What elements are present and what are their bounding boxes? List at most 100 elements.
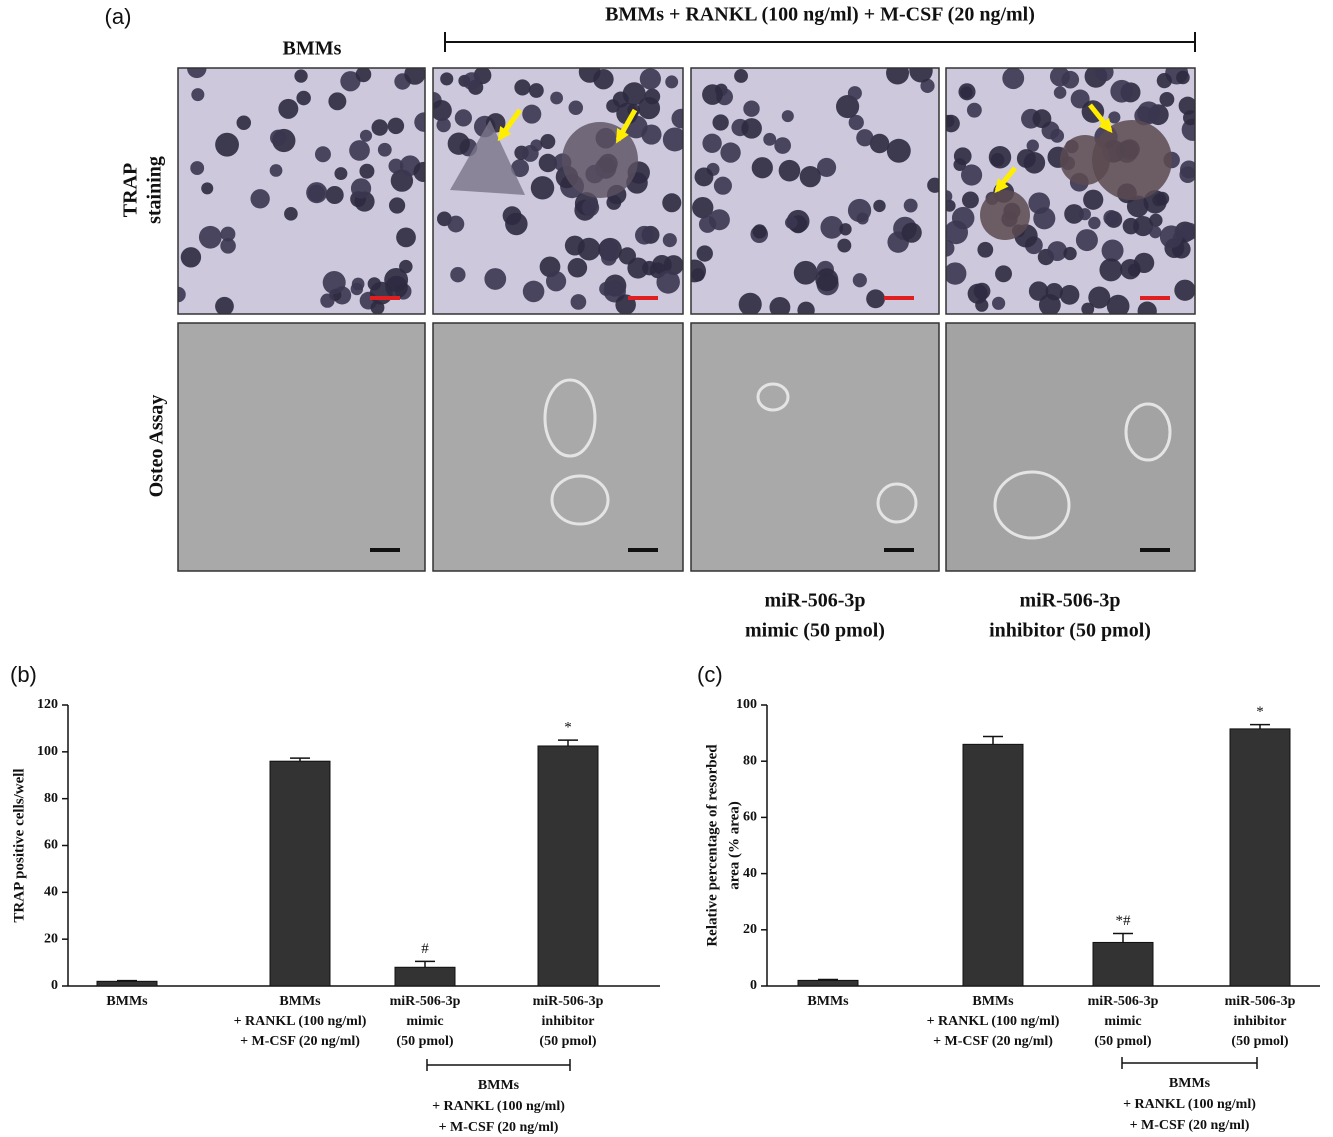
arrow-head: [616, 128, 629, 144]
panel-label: (c): [697, 662, 723, 687]
group-label: + M-CSF (20 ng/ml): [439, 1120, 559, 1135]
y-tick-label: 40: [44, 885, 58, 900]
x-tick-label: (50 pmol): [396, 1034, 454, 1049]
cell: [662, 127, 683, 152]
y-axis-label: area (% area): [726, 801, 742, 890]
cell: [886, 68, 910, 85]
bar: [1229, 728, 1291, 987]
osteoclast: [980, 190, 1030, 240]
x-tick-label: BMMs: [279, 994, 321, 1009]
cell: [334, 167, 348, 181]
cell: [581, 198, 600, 217]
cell: [799, 166, 821, 188]
group-label: + RANKL (100 ng/ml): [1123, 1097, 1256, 1112]
cell: [662, 233, 677, 248]
cell: [1094, 68, 1114, 82]
cell: [847, 86, 862, 101]
cell: [751, 157, 773, 179]
cell: [447, 215, 465, 233]
x-tick-label: (50 pmol): [1231, 1034, 1289, 1049]
y-tick-label: 0: [51, 978, 58, 993]
cell: [691, 259, 707, 283]
cell: [866, 289, 886, 309]
cell: [250, 189, 270, 209]
group-header: BMMs + RANKL (100 ng/ml) + M-CSF (20 ng/…: [605, 4, 1035, 26]
cell: [946, 199, 956, 212]
group-label: + RANKL (100 ng/ml): [432, 1099, 565, 1114]
cell: [1122, 217, 1140, 235]
trap-image: [946, 68, 1195, 314]
panel-label: (b): [10, 662, 37, 687]
y-tick-label: 100: [37, 744, 58, 759]
cell: [1183, 110, 1195, 126]
cell: [371, 119, 388, 136]
x-tick-label: + M-CSF (20 ng/ml): [240, 1034, 360, 1049]
assay-image: [432, 322, 684, 572]
trap-image: [691, 68, 939, 314]
cell: [839, 223, 852, 236]
cell: [973, 282, 991, 300]
cell: [220, 238, 236, 254]
cell: [734, 69, 748, 83]
cell: [627, 257, 649, 279]
cell: [530, 176, 555, 200]
cell: [671, 108, 683, 129]
cell: [958, 83, 976, 101]
y-tick-label: 60: [44, 838, 58, 853]
cell: [454, 109, 473, 127]
y-tick-label: 0: [750, 978, 757, 993]
cell: [314, 146, 331, 163]
osteoclast: [562, 122, 638, 198]
cell: [1075, 229, 1098, 252]
column-header: BMMs: [283, 38, 342, 60]
cell: [359, 129, 373, 142]
x-tick-label: miR-506-3p: [390, 994, 461, 1009]
cell: [568, 100, 584, 115]
cell: [294, 69, 308, 83]
cell: [713, 176, 732, 195]
cell: [741, 118, 762, 139]
cell: [296, 90, 311, 106]
bar: [394, 966, 456, 987]
cell: [1002, 68, 1025, 90]
image-border: [432, 67, 684, 315]
cell: [837, 238, 852, 253]
cell: [570, 294, 587, 310]
cell: [698, 215, 717, 233]
micrographs: [177, 67, 1196, 572]
cell: [370, 300, 385, 314]
y-tick-label: 20: [44, 931, 58, 946]
cell: [220, 226, 236, 242]
x-tick-label: mimic: [1104, 1014, 1141, 1029]
cell: [622, 82, 646, 106]
cell: [340, 71, 361, 92]
y-tick-label: 20: [743, 922, 757, 937]
cell: [1103, 209, 1120, 226]
cell: [1083, 189, 1104, 210]
cell: [377, 142, 392, 157]
cell: [1149, 213, 1163, 228]
cell: [328, 92, 347, 111]
arrow-head: [994, 178, 1009, 194]
cell: [349, 140, 370, 161]
annotation: *#: [1116, 913, 1132, 929]
cell: [384, 267, 409, 292]
column-footer: mimic (50 pmol): [745, 620, 885, 642]
resorption-pit: [876, 482, 918, 524]
trap-image: [433, 68, 683, 314]
cell: [920, 78, 935, 93]
cell: [1110, 79, 1134, 103]
cell: [815, 268, 839, 292]
cell: [763, 132, 777, 146]
cell: [852, 273, 867, 288]
cell: [601, 250, 617, 266]
cell: [961, 191, 979, 209]
cell: [284, 207, 298, 221]
cell: [692, 196, 714, 219]
cell: [665, 75, 679, 89]
annotation: *: [1256, 704, 1264, 720]
x-tick-label: + RANKL (100 ng/ml): [234, 1014, 367, 1029]
cell: [702, 133, 722, 153]
column-footer: miR-506-3p: [764, 590, 865, 612]
cell: [388, 197, 406, 214]
